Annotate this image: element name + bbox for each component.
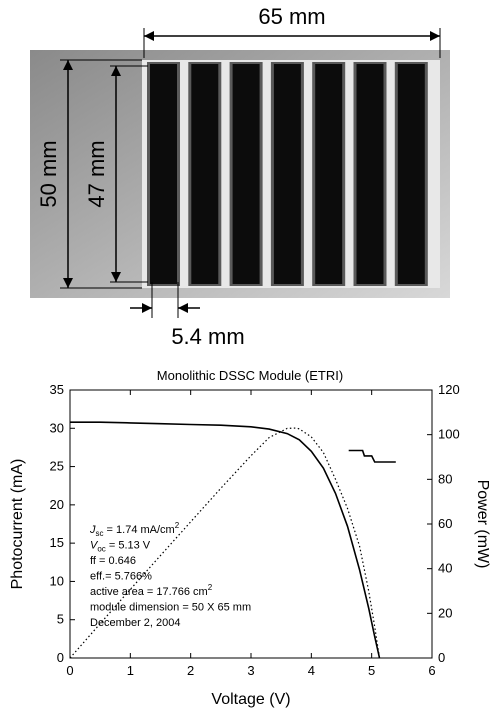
x-tick-label: 2 xyxy=(187,663,194,678)
outer-height-label: 50 mm xyxy=(36,140,61,207)
y-tick-label: 25 xyxy=(50,459,64,474)
chart-title: Monolithic DSSC Module (ETRI) xyxy=(157,368,343,383)
power-curve xyxy=(69,427,381,659)
series-group xyxy=(69,421,396,659)
y-tick-label: 10 xyxy=(50,573,64,588)
y-axis-ticks: 0 5 10 15 20 25 30 35 xyxy=(50,382,75,665)
x-tick-label: 5 xyxy=(368,663,375,678)
module-stripe xyxy=(356,64,384,284)
y-tick-label: 0 xyxy=(57,650,64,665)
y-tick-label: 30 xyxy=(50,420,64,435)
y2-tick-label: 20 xyxy=(438,605,452,620)
y2-tick-label: 100 xyxy=(438,427,460,442)
y-tick-label: 20 xyxy=(50,497,64,512)
cell-width-label: 5.4 mm xyxy=(171,324,244,349)
x-axis-title: Voltage (V) xyxy=(211,691,290,708)
y-tick-label: 35 xyxy=(50,382,64,397)
y2-tick-label: 60 xyxy=(438,516,452,531)
x-axis-ticks: 0 1 2 3 4 5 6 xyxy=(66,390,436,678)
annotation-line: active area = 17.766 cm2 xyxy=(90,583,213,598)
annotation-line: module dimension = 50 X 65 mm xyxy=(90,602,251,614)
y2-axis-ticks: 0 20 40 60 80 100 120 xyxy=(427,382,460,665)
y2-axis-title: Power (mW) xyxy=(474,480,491,569)
cell-width-dimension: 5.4 mm xyxy=(130,282,245,349)
x-tick-label: 3 xyxy=(247,663,254,678)
x-tick-label: 0 xyxy=(66,663,73,678)
y2-tick-label: 40 xyxy=(438,561,452,576)
inner-height-dimension: 47 mm xyxy=(84,65,148,283)
annotation-line: Jsc = 1.74 mA/cm2 xyxy=(89,521,180,538)
y-tick-label: 15 xyxy=(50,535,64,550)
module-stripe xyxy=(273,64,301,284)
y-tick-label: 5 xyxy=(57,612,64,627)
module-stripe xyxy=(315,64,343,284)
width-dimension: 65 mm xyxy=(143,4,441,58)
module-stripes xyxy=(147,62,428,286)
photocurrent-tail-curve xyxy=(348,449,396,463)
module-stripe xyxy=(232,64,260,284)
annotation-line: Voc = 5.13 V xyxy=(90,540,151,554)
iv-chart: Monolithic DSSC Module (ETRI) 0 1 2 3 4 5 6 0 5… xyxy=(9,368,491,708)
y-axis-title: Photocurrent (mA) xyxy=(9,459,26,590)
photocurrent-curve xyxy=(70,421,381,659)
inner-height-label: 47 mm xyxy=(84,140,109,207)
y2-tick-label: 0 xyxy=(438,650,445,665)
module-photo: 65 mm 50 mm 47 mm 5.4 mm xyxy=(30,4,450,349)
module-stripe xyxy=(397,64,425,284)
module-stripe xyxy=(191,64,219,284)
annotation-line: ff = 0.646 xyxy=(90,555,136,567)
annotation-line: eff.= 5.766% xyxy=(90,571,152,583)
width-label: 65 mm xyxy=(258,4,325,29)
x-tick-label: 1 xyxy=(127,663,134,678)
outer-height-dimension: 50 mm xyxy=(36,59,142,289)
annotation-line: December 2, 2004 xyxy=(90,617,181,629)
module-stripe xyxy=(150,64,177,284)
annotation-block: Jsc = 1.74 mA/cm2 Voc = 5.13 Vff = 0.646 e… xyxy=(89,521,251,629)
y2-tick-label: 80 xyxy=(438,471,452,486)
x-tick-label: 4 xyxy=(308,663,315,678)
y2-tick-label: 120 xyxy=(438,382,460,397)
x-tick-label: 6 xyxy=(428,663,435,678)
